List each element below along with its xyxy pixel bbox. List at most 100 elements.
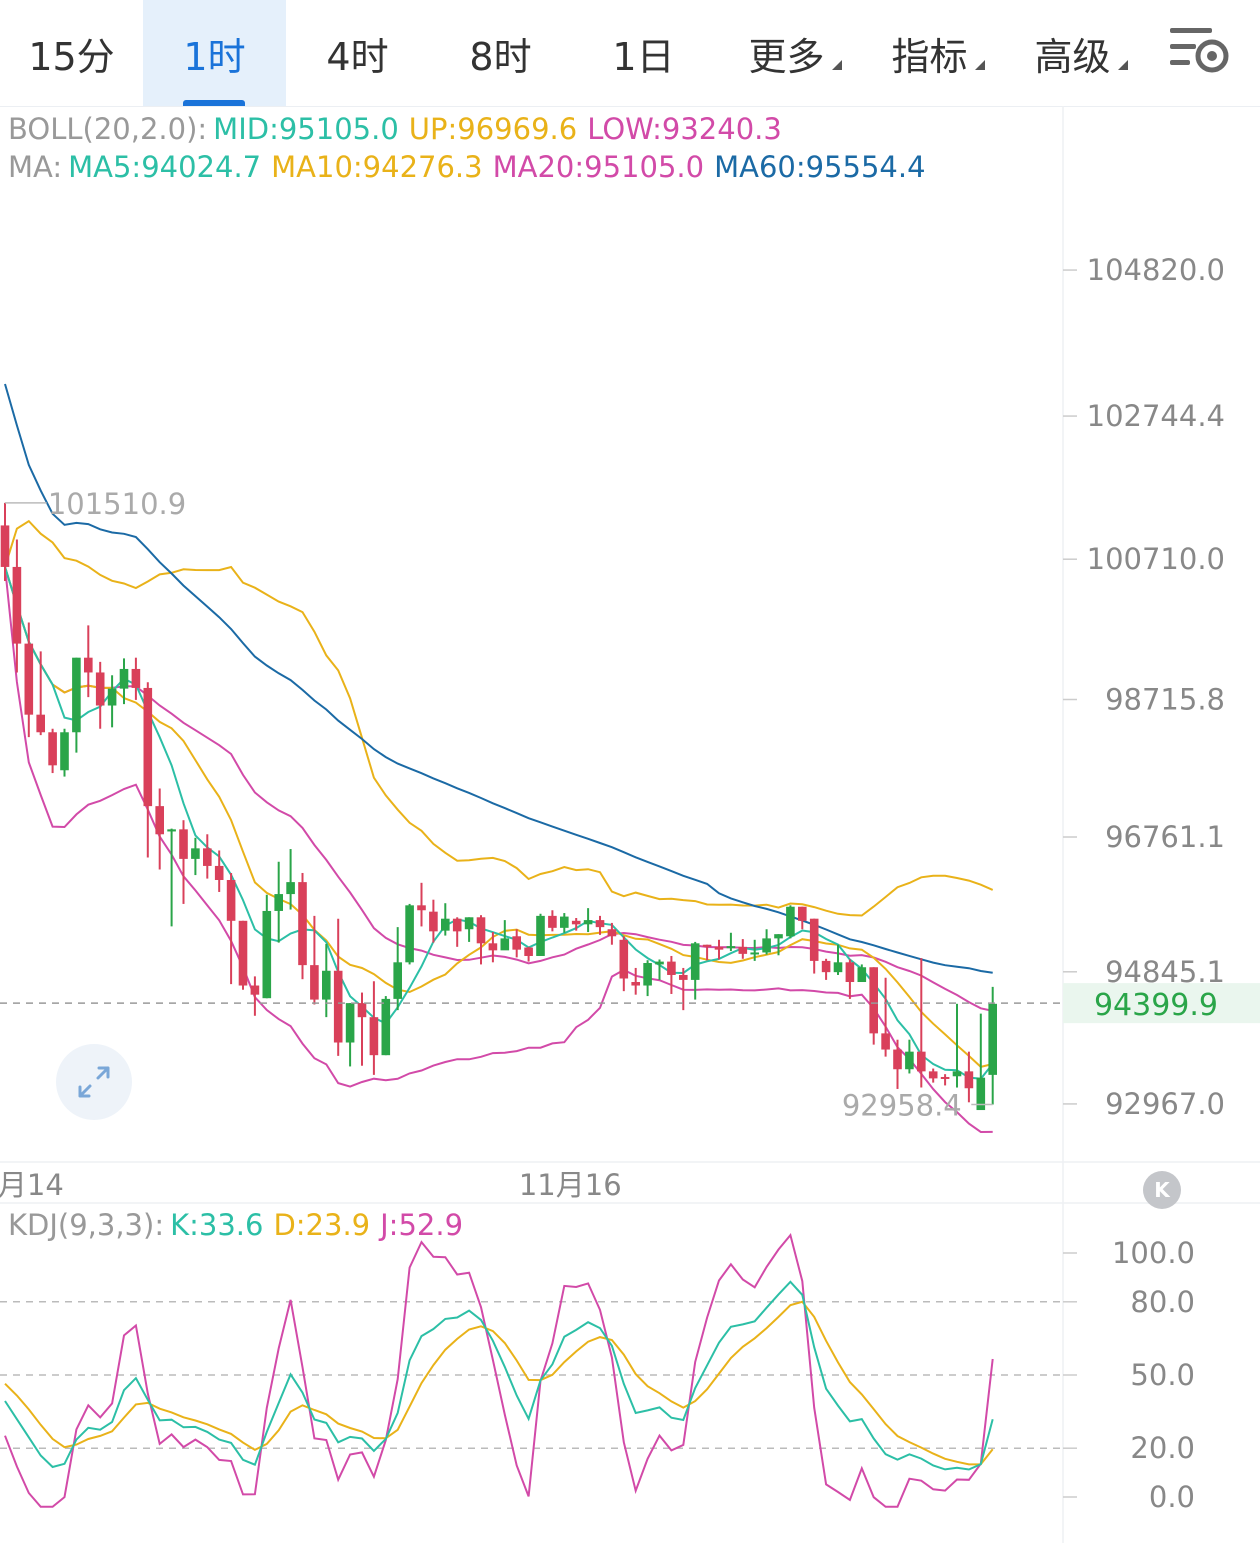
candle-body bbox=[286, 882, 295, 895]
tab-label: 15分 bbox=[28, 34, 115, 79]
price-tick-label: 102744.4 bbox=[1087, 399, 1225, 433]
tab-label: 1时 bbox=[183, 34, 246, 79]
candle-body bbox=[881, 1033, 890, 1050]
tab-2[interactable]: 4时 bbox=[286, 0, 429, 106]
ma-label: MA: bbox=[8, 150, 63, 184]
candle-body bbox=[107, 688, 117, 706]
chart-settings-icon[interactable] bbox=[1168, 22, 1232, 78]
time-axis-label: 月14 bbox=[0, 1168, 64, 1202]
high-annotation-label: 101510.9 bbox=[48, 487, 186, 521]
candle-body bbox=[345, 1003, 355, 1043]
kdj-label: KDJ(9,3,3): bbox=[8, 1208, 165, 1242]
candle-body bbox=[167, 829, 176, 832]
kdj-tick-label: 80.0 bbox=[1130, 1285, 1195, 1319]
candle-body bbox=[298, 882, 307, 966]
candle-body bbox=[405, 905, 414, 963]
candle-body bbox=[536, 915, 545, 956]
candle-body bbox=[583, 920, 593, 925]
ma10-value: MA10:94276.3 bbox=[271, 150, 483, 184]
candle-body bbox=[131, 668, 141, 688]
active-tab-indicator bbox=[183, 100, 245, 106]
candle-body bbox=[393, 962, 402, 999]
candle-body bbox=[774, 934, 783, 939]
candle-body bbox=[726, 946, 736, 949]
price-tick-label: 100710.0 bbox=[1087, 542, 1225, 576]
tab-4[interactable]: 1日 bbox=[572, 0, 715, 106]
candle-body bbox=[369, 1017, 379, 1056]
expand-chart-button[interactable] bbox=[56, 1044, 132, 1120]
candle-body bbox=[738, 946, 748, 954]
candle-body bbox=[0, 525, 10, 567]
kdj-j-value: J:52.9 bbox=[380, 1208, 464, 1242]
candle-body bbox=[595, 920, 605, 928]
candle-body bbox=[809, 918, 819, 961]
candle-body bbox=[560, 916, 569, 928]
candle-body bbox=[214, 865, 224, 880]
candle-body bbox=[833, 962, 843, 973]
candle-body bbox=[381, 998, 391, 1056]
candle-body bbox=[119, 668, 129, 689]
candle-body bbox=[690, 943, 700, 980]
boll-legend: BOLL(20,2.0): MID:95105.0 UP:96969.6 LOW:93… bbox=[8, 112, 792, 146]
boll-upper-line bbox=[4, 519, 994, 917]
tab-0[interactable]: 15分 bbox=[0, 0, 143, 106]
ma20-value: MA20:95105.0 bbox=[492, 150, 705, 184]
tab-label: 4时 bbox=[326, 34, 389, 79]
k-button[interactable]: K bbox=[1143, 1171, 1181, 1209]
candle-body bbox=[786, 906, 795, 937]
kdj-d-value: D:23.9 bbox=[273, 1208, 371, 1242]
dropdown-caret-icon bbox=[975, 60, 985, 70]
candle-body bbox=[548, 915, 557, 928]
tab-1[interactable]: 1时 bbox=[143, 0, 286, 106]
candle-body bbox=[310, 965, 319, 1000]
candle-body bbox=[571, 920, 581, 925]
current-price-tag bbox=[1063, 983, 1260, 1024]
candle-body bbox=[869, 967, 878, 1034]
candle-body bbox=[976, 1077, 986, 1111]
tab-label: 更多 bbox=[748, 34, 825, 79]
candle-body bbox=[905, 1051, 914, 1070]
candle-body bbox=[203, 848, 212, 866]
candle-body bbox=[155, 806, 164, 835]
dropdown-caret-icon bbox=[1118, 60, 1128, 70]
candle-body bbox=[988, 1003, 997, 1075]
candle-body bbox=[84, 657, 93, 673]
time-axis-label: 11月16 bbox=[519, 1168, 622, 1202]
candle-body bbox=[964, 1071, 974, 1089]
boll-mid-value: MID:95105.0 bbox=[213, 112, 399, 146]
kdj-j-line bbox=[4, 1232, 994, 1508]
kdj-legend: KDJ(9,3,3): K:33.6 D:23.9 J:52.9 bbox=[8, 1208, 473, 1242]
candle-body bbox=[191, 848, 200, 859]
boll-label: BOLL(20,2.0): bbox=[8, 112, 208, 146]
tab-3[interactable]: 8时 bbox=[429, 0, 572, 106]
candle-body bbox=[952, 1071, 962, 1077]
tab-label: 高级 bbox=[1034, 34, 1111, 79]
candle-body bbox=[333, 970, 343, 1043]
ma5-line bbox=[4, 566, 994, 1080]
candle-body bbox=[845, 962, 855, 983]
candle-body bbox=[36, 714, 45, 733]
candle-body bbox=[488, 943, 498, 951]
candle-body bbox=[322, 970, 331, 1000]
candle-body bbox=[72, 657, 81, 733]
price-tick-label: 96761.1 bbox=[1105, 820, 1225, 854]
tab-6[interactable]: 指标 bbox=[858, 0, 1001, 106]
candle-body bbox=[798, 906, 807, 921]
current-price-label: 94399.9 bbox=[1094, 988, 1218, 1023]
candle-body bbox=[512, 936, 521, 950]
tab-5[interactable]: 更多 bbox=[715, 0, 858, 106]
dropdown-caret-icon bbox=[832, 60, 842, 70]
timeframe-tab-bar: 15分 1时 4时 8时 1日 更多 指标 高级 bbox=[0, 0, 1260, 107]
candle-body bbox=[226, 880, 236, 921]
candle-body bbox=[179, 829, 188, 859]
candle-body bbox=[702, 944, 712, 947]
candle-body bbox=[940, 1076, 950, 1079]
candle-body bbox=[12, 566, 22, 644]
candle-body bbox=[928, 1071, 938, 1079]
boll-lower-line bbox=[4, 566, 993, 1134]
candle-body bbox=[24, 643, 34, 715]
ma20-line bbox=[4, 566, 993, 1012]
tab-7[interactable]: 高级 bbox=[1001, 0, 1144, 106]
candle-body bbox=[607, 929, 617, 937]
